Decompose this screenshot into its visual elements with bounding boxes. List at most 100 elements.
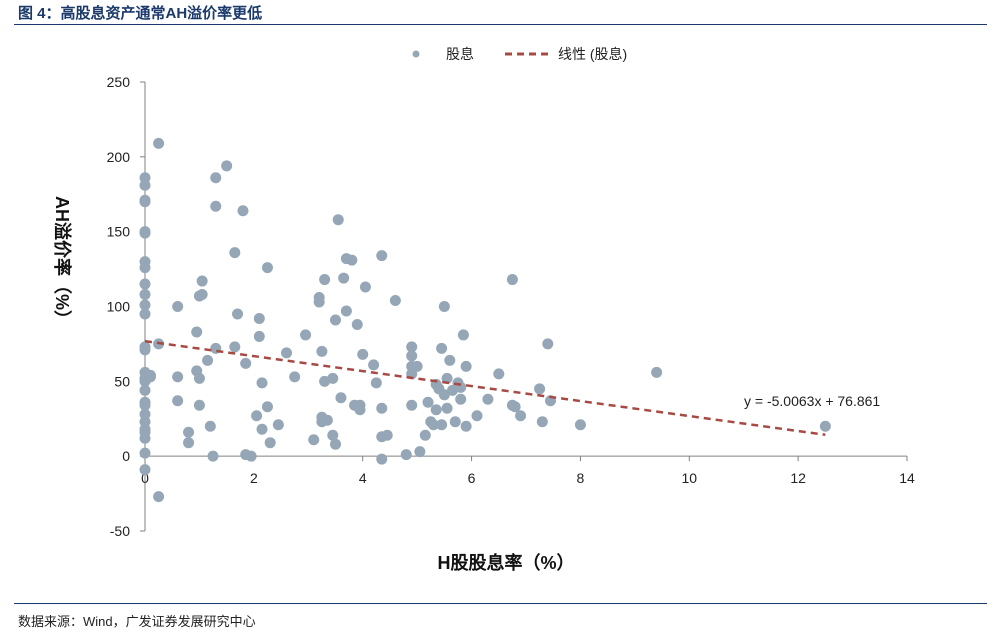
legend-points-marker <box>412 50 420 58</box>
y-tick-label: 50 <box>114 373 130 389</box>
data-point <box>139 278 151 290</box>
y-tick-label: 250 <box>107 74 131 90</box>
data-point <box>338 272 350 284</box>
data-point <box>449 416 461 428</box>
data-point <box>438 301 450 312</box>
data-point <box>389 295 401 307</box>
data-point <box>414 446 426 458</box>
source-note: 数据来源：Wind，广发证券发展研究中心 <box>18 614 256 629</box>
data-point <box>261 262 273 274</box>
y-tick-labels: -50 0 50 100 150 200 250 <box>107 74 131 539</box>
trendline-equation: y = -5.0063x + 76.861 <box>744 393 880 409</box>
data-point <box>460 360 472 372</box>
data-point <box>272 419 284 431</box>
data-point <box>229 247 241 259</box>
data-point <box>139 344 151 356</box>
data-point <box>330 314 341 326</box>
data-point <box>411 360 423 372</box>
data-point <box>819 420 831 432</box>
data-point <box>221 160 233 172</box>
data-point <box>253 312 265 324</box>
y-tick-label: 150 <box>107 224 131 240</box>
data-point <box>240 357 252 369</box>
data-point <box>357 348 369 360</box>
trendline-group <box>144 339 826 437</box>
data-point <box>376 402 388 414</box>
x-tick-label: 2 <box>250 470 258 486</box>
data-point <box>651 366 663 378</box>
data-point <box>482 393 494 405</box>
data-point <box>515 410 527 422</box>
legend: 股息 线性 (股息) <box>412 46 627 62</box>
data-point <box>346 254 358 266</box>
x-tick-label: 4 <box>359 470 367 486</box>
legend-points-label: 股息 <box>446 46 474 62</box>
figure-title: 图 4：高股息资产通常AH溢价率更低 <box>18 5 263 22</box>
data-point <box>139 464 151 476</box>
data-point <box>506 274 518 286</box>
y-tick-label: -50 <box>110 523 130 539</box>
data-point <box>237 205 249 217</box>
axes <box>140 81 908 532</box>
y-axis-title: AH溢价率（%） <box>52 196 73 328</box>
data-point <box>438 389 450 401</box>
data-point <box>300 329 312 341</box>
data-point <box>172 371 184 383</box>
y-tick-label: 100 <box>107 299 131 315</box>
x-tick-label: 12 <box>790 470 806 486</box>
data-point <box>509 401 521 413</box>
data-point <box>139 299 151 311</box>
data-point <box>210 172 222 184</box>
data-point <box>340 305 352 317</box>
y-tick-label: 200 <box>107 149 131 165</box>
data-point <box>376 453 388 465</box>
data-point <box>193 372 205 384</box>
title-divider <box>14 24 987 25</box>
data-point <box>493 368 505 380</box>
data-point <box>202 354 214 366</box>
data-point <box>316 345 328 357</box>
data-point <box>183 437 195 449</box>
data-point <box>196 275 208 287</box>
data-point <box>144 369 156 381</box>
data-point <box>354 399 366 411</box>
data-point <box>139 384 151 396</box>
data-point <box>207 450 219 462</box>
data-point <box>253 330 265 342</box>
x-tick-label: 8 <box>577 470 585 486</box>
x-tick-label: 0 <box>141 470 149 486</box>
data-point <box>400 449 412 461</box>
x-tick-label: 6 <box>468 470 476 486</box>
data-point <box>422 396 434 408</box>
data-point <box>330 438 341 450</box>
trendline <box>144 339 826 437</box>
data-point <box>319 274 331 286</box>
data-point <box>172 395 184 407</box>
data-point <box>542 338 554 350</box>
data-point <box>251 410 263 422</box>
data-point <box>191 326 203 338</box>
x-tick-label: 14 <box>899 470 915 486</box>
data-point <box>460 420 472 432</box>
data-point <box>139 179 151 191</box>
data-point <box>436 419 448 431</box>
legend-trend-label: 线性 (股息) <box>558 46 627 62</box>
data-point <box>406 341 418 353</box>
data-point <box>256 377 268 389</box>
data-point <box>406 399 418 411</box>
data-point <box>245 450 257 462</box>
data-point <box>139 432 151 444</box>
data-point <box>327 372 339 384</box>
data-point <box>335 392 347 404</box>
x-tick-labels: 0 2 4 6 8 10 12 14 <box>141 470 915 486</box>
data-point <box>457 329 469 341</box>
data-point <box>139 399 151 411</box>
data-point <box>232 308 244 320</box>
data-point <box>183 426 195 438</box>
source-divider <box>14 603 987 604</box>
data-point <box>193 399 205 411</box>
data-point <box>321 414 333 426</box>
data-point <box>308 434 320 446</box>
data-point <box>370 377 382 389</box>
data-point <box>139 447 151 459</box>
